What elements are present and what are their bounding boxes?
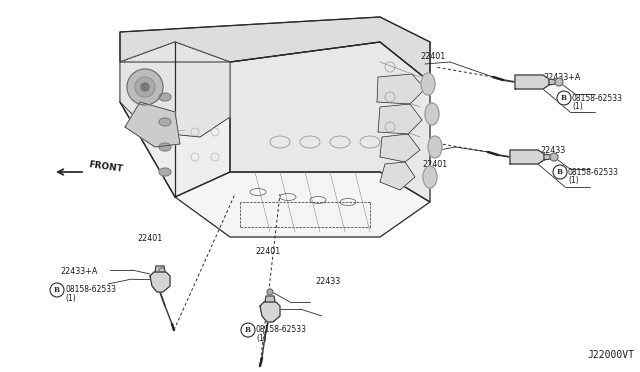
Circle shape — [553, 165, 567, 179]
Polygon shape — [515, 75, 549, 89]
Polygon shape — [125, 102, 180, 147]
Circle shape — [555, 78, 563, 86]
Circle shape — [135, 77, 155, 97]
Polygon shape — [175, 172, 430, 237]
Circle shape — [557, 91, 571, 105]
Text: B: B — [557, 168, 563, 176]
Polygon shape — [230, 42, 430, 202]
Ellipse shape — [159, 168, 171, 176]
Text: (1): (1) — [65, 294, 76, 302]
Text: B: B — [245, 326, 251, 334]
Polygon shape — [510, 150, 544, 164]
Ellipse shape — [428, 136, 442, 158]
Text: 22433+A: 22433+A — [60, 267, 97, 276]
Text: (1): (1) — [572, 102, 583, 110]
Text: 08158-62533: 08158-62533 — [65, 285, 116, 295]
Polygon shape — [120, 17, 430, 82]
Text: 08158-62533: 08158-62533 — [256, 326, 307, 334]
Ellipse shape — [159, 93, 171, 101]
Ellipse shape — [425, 103, 439, 125]
Text: 22433: 22433 — [540, 145, 565, 154]
Text: 08158-62533: 08158-62533 — [568, 167, 619, 176]
Circle shape — [550, 153, 558, 161]
Polygon shape — [377, 74, 425, 104]
Text: 22401: 22401 — [137, 234, 163, 243]
Ellipse shape — [423, 166, 437, 188]
Ellipse shape — [159, 118, 171, 126]
Text: B: B — [561, 94, 567, 102]
Polygon shape — [155, 266, 165, 272]
Text: J22000VT: J22000VT — [587, 350, 634, 360]
Text: 22401: 22401 — [422, 160, 447, 169]
Ellipse shape — [421, 73, 435, 95]
Polygon shape — [150, 272, 170, 292]
Polygon shape — [544, 154, 550, 160]
Text: 08158-62533: 08158-62533 — [572, 93, 623, 103]
Text: 22401: 22401 — [420, 51, 445, 61]
Polygon shape — [120, 17, 430, 82]
Polygon shape — [380, 162, 415, 190]
Ellipse shape — [159, 143, 171, 151]
Circle shape — [267, 289, 273, 295]
Text: 22433+A: 22433+A — [543, 73, 580, 81]
Circle shape — [127, 69, 163, 105]
Circle shape — [50, 283, 64, 297]
Polygon shape — [120, 42, 230, 197]
Text: 22433: 22433 — [315, 278, 340, 286]
Polygon shape — [120, 42, 230, 137]
Circle shape — [141, 83, 149, 91]
Polygon shape — [265, 296, 275, 302]
Polygon shape — [549, 79, 555, 85]
Text: (1): (1) — [256, 334, 267, 343]
Text: 22401: 22401 — [255, 247, 280, 257]
Text: (1): (1) — [568, 176, 579, 185]
Polygon shape — [260, 302, 280, 322]
Text: B: B — [54, 286, 60, 294]
Polygon shape — [378, 104, 422, 134]
Polygon shape — [380, 134, 420, 162]
Circle shape — [241, 323, 255, 337]
Text: FRONT: FRONT — [88, 160, 124, 174]
